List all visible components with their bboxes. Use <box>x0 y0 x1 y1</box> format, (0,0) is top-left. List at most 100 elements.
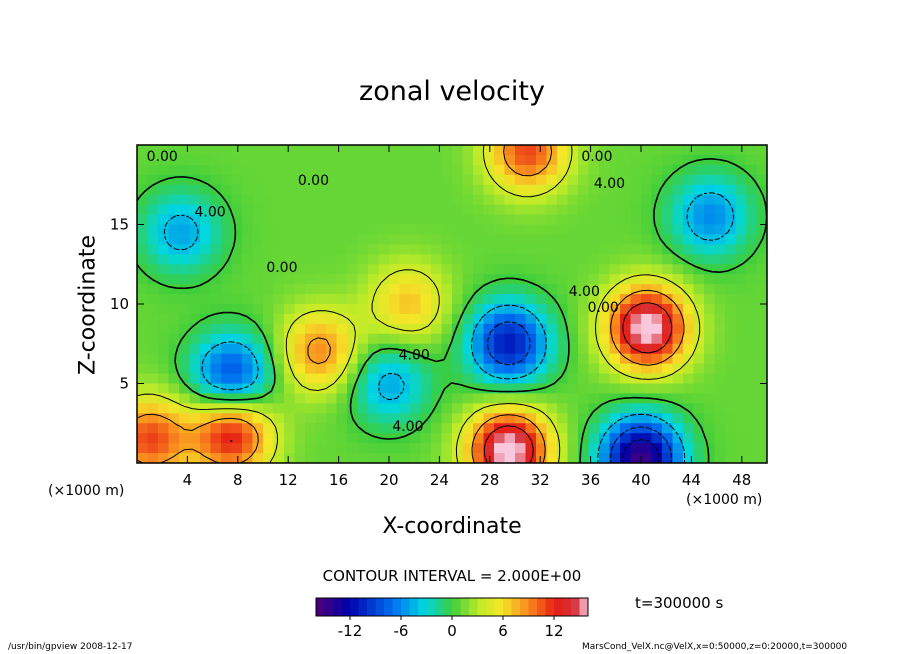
field-cell <box>200 333 212 345</box>
field-cell <box>756 363 767 375</box>
field-cell <box>725 145 737 156</box>
field-cell <box>137 145 149 156</box>
field-cell <box>399 333 411 345</box>
field-cell <box>441 443 453 454</box>
field-cell <box>147 294 159 305</box>
field-cell <box>200 373 212 385</box>
field-cell <box>588 313 600 325</box>
field-cell <box>368 254 380 265</box>
field-cell <box>326 284 338 295</box>
field-cell <box>599 244 611 255</box>
field-cell <box>242 174 254 186</box>
field-cell <box>609 313 621 325</box>
field-cell <box>578 145 590 156</box>
field-cell <box>504 145 516 156</box>
field-cell <box>735 333 747 345</box>
field-cell <box>210 284 222 295</box>
field-cell <box>746 423 758 434</box>
field-cell <box>756 403 767 414</box>
field-cell <box>546 294 558 305</box>
colorbar-cell <box>333 598 342 616</box>
field-cell <box>242 184 254 196</box>
field-cell <box>662 214 674 226</box>
field-cell <box>557 284 569 295</box>
field-cell <box>462 403 474 414</box>
field-cell <box>284 204 296 216</box>
field-cell <box>357 164 369 176</box>
field-cell <box>158 204 170 216</box>
field-cell <box>263 304 275 315</box>
field-cell <box>294 224 306 236</box>
field-cell <box>200 343 212 355</box>
field-cell <box>368 164 380 176</box>
field-cell <box>672 254 684 265</box>
field-cell <box>735 393 747 404</box>
field-cell <box>147 423 159 434</box>
field-cell <box>147 413 159 424</box>
field-cell <box>504 254 516 265</box>
field-cell <box>284 443 296 454</box>
field-cell <box>263 234 275 245</box>
field-cell <box>399 164 411 176</box>
field-cell <box>357 383 369 395</box>
field-cell <box>147 154 159 166</box>
field-cell <box>357 393 369 404</box>
field-cell <box>368 403 380 414</box>
field-cell <box>263 264 275 275</box>
field-cell <box>609 294 621 305</box>
field-cell <box>693 373 705 385</box>
field-cell <box>231 145 243 156</box>
field-cell <box>263 294 275 305</box>
field-cell <box>179 304 191 315</box>
field-cell <box>410 383 422 395</box>
field-cell <box>473 443 485 454</box>
field-cell <box>242 413 254 424</box>
y-tick-label: 10 <box>110 295 129 313</box>
field-cell <box>441 343 453 355</box>
field-cell <box>494 214 506 226</box>
field-cell <box>441 284 453 295</box>
field-cell <box>273 244 285 255</box>
field-cell <box>347 453 359 463</box>
field-cell <box>462 224 474 236</box>
field-cell <box>137 304 149 315</box>
field-cell <box>620 145 632 156</box>
field-cell <box>725 343 737 355</box>
field-cell <box>473 184 485 196</box>
field-cell <box>515 244 527 255</box>
field-cell <box>252 194 264 206</box>
field-cell <box>399 234 411 245</box>
field-cell <box>315 363 327 375</box>
field-cell <box>389 284 401 295</box>
field-cell <box>305 174 317 186</box>
field-cell <box>641 184 653 196</box>
field-cell <box>704 274 716 285</box>
field-cell <box>368 184 380 196</box>
field-cell <box>441 234 453 245</box>
field-cell <box>263 313 275 325</box>
field-cell <box>588 413 600 424</box>
field-cell <box>515 443 527 454</box>
colorbar-tick-label: 12 <box>544 622 563 640</box>
field-cell <box>620 294 632 305</box>
field-cell <box>599 294 611 305</box>
field-cell <box>662 224 674 236</box>
field-cell <box>378 363 390 375</box>
field-cell <box>630 184 642 196</box>
field-cell <box>210 304 222 315</box>
field-cell <box>588 353 600 365</box>
field-cell <box>378 234 390 245</box>
field-cell <box>420 443 432 454</box>
field-cell <box>242 304 254 315</box>
field-cell <box>399 363 411 375</box>
field-cell <box>578 274 590 285</box>
colorbar-cell <box>384 598 393 616</box>
field-cell <box>567 333 579 345</box>
field-cell <box>525 274 537 285</box>
field-cell <box>336 453 348 463</box>
field-cell <box>735 194 747 206</box>
field-cell <box>347 224 359 236</box>
contour-line <box>622 439 660 463</box>
field-cell <box>368 393 380 404</box>
field-cell <box>567 254 579 265</box>
